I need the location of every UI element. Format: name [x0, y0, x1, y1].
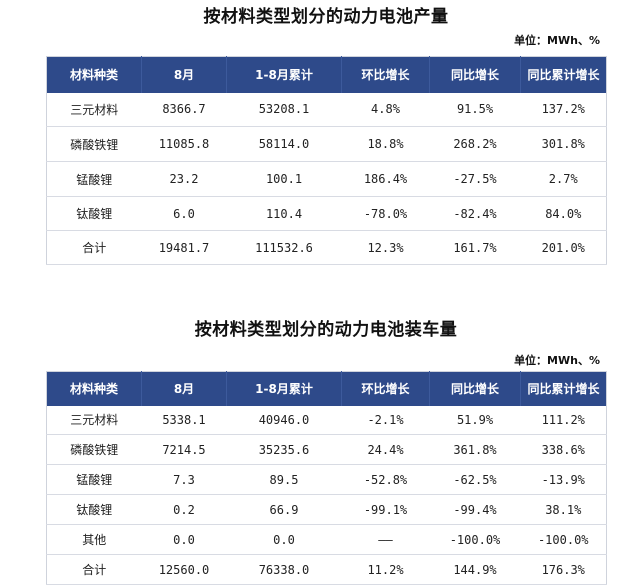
cell: 12.3%	[341, 230, 430, 265]
table-row-total: 合计 19481.7 111532.6 12.3% 161.7% 201.0%	[46, 230, 607, 265]
cell: 0.2	[141, 494, 227, 525]
header-yoy: 同比增长	[429, 56, 521, 93]
cell: ——	[341, 524, 430, 555]
cell: 7.3	[141, 464, 227, 495]
cell: -27.5%	[429, 161, 521, 197]
header-yoy-cumulative: 同比累计增长	[520, 56, 607, 93]
cell: 201.0%	[520, 230, 607, 265]
cell: 4.8%	[341, 92, 430, 127]
cell: 三元材料	[46, 405, 142, 435]
table-row: 锰酸锂 23.2 100.1 186.4% -27.5% 2.7%	[46, 161, 607, 197]
table-row: 磷酸铁锂 11085.8 58114.0 18.8% 268.2% 301.8%	[46, 126, 607, 162]
cell: 磷酸铁锂	[46, 126, 142, 162]
header-cumulative: 1-8月累计	[226, 56, 342, 93]
cell: 钛酸锂	[46, 196, 142, 231]
cell: -78.0%	[341, 196, 430, 231]
table-row: 三元材料 5338.1 40946.0 -2.1% 51.9% 111.2%	[46, 405, 607, 435]
cell: 锰酸锂	[46, 464, 142, 495]
cell: 18.8%	[341, 126, 430, 162]
cell: 186.4%	[341, 161, 430, 197]
cell: 76338.0	[226, 554, 342, 585]
cell: 89.5	[226, 464, 342, 495]
cell: 11.2%	[341, 554, 430, 585]
cell: 磷酸铁锂	[46, 434, 142, 465]
table-header-row: 材料种类 8月 1-8月累计 环比增长 同比增长 同比累计增长	[46, 56, 607, 93]
cell: -52.8%	[341, 464, 430, 495]
cell: 2.7%	[520, 161, 607, 197]
cell: 24.4%	[341, 434, 430, 465]
installation-section: 按材料类型划分的动力电池装车量 单位：MWh、% 材料种类 8月 1-8月累计 …	[46, 300, 607, 585]
header-mom: 环比增长	[341, 371, 430, 406]
cell: -62.5%	[429, 464, 521, 495]
cell: -2.1%	[341, 405, 430, 435]
cell: 301.8%	[520, 126, 607, 162]
cell: -100.0%	[429, 524, 521, 555]
table-header-row: 材料种类 8月 1-8月累计 环比增长 同比增长 同比累计增长	[46, 371, 607, 406]
header-material: 材料种类	[46, 56, 142, 93]
cell: -13.9%	[520, 464, 607, 495]
cell: 100.1	[226, 161, 342, 197]
cell: 84.0%	[520, 196, 607, 231]
table-row: 其他 0.0 0.0 —— -100.0% -100.0%	[46, 524, 607, 555]
header-august: 8月	[141, 371, 227, 406]
production-section: 按材料类型划分的动力电池产量 单位：MWh、% 材料种类 8月 1-8月累计 环…	[46, 0, 607, 270]
cell: 66.9	[226, 494, 342, 525]
cell: 38.1%	[520, 494, 607, 525]
installation-unit: 单位：MWh、%	[514, 354, 600, 367]
cell: -99.4%	[429, 494, 521, 525]
production-table: 材料种类 8月 1-8月累计 环比增长 同比增长 同比累计增长 三元材料 836…	[46, 56, 607, 265]
production-unit: 单位：MWh、%	[514, 34, 600, 47]
cell: 338.6%	[520, 434, 607, 465]
cell: 0.0	[226, 524, 342, 555]
table-row: 钛酸锂 0.2 66.9 -99.1% -99.4% 38.1%	[46, 494, 607, 525]
cell: -82.4%	[429, 196, 521, 231]
cell: 11085.8	[141, 126, 227, 162]
header-yoy: 同比增长	[429, 371, 521, 406]
cell: 40946.0	[226, 405, 342, 435]
cell: 58114.0	[226, 126, 342, 162]
cell: 锰酸锂	[46, 161, 142, 197]
cell: 其他	[46, 524, 142, 555]
cell: 5338.1	[141, 405, 227, 435]
cell: 19481.7	[141, 230, 227, 265]
cell: 23.2	[141, 161, 227, 197]
cell: 51.9%	[429, 405, 521, 435]
installation-title: 按材料类型划分的动力电池装车量	[194, 320, 458, 340]
cell: 91.5%	[429, 92, 521, 127]
cell: 35235.6	[226, 434, 342, 465]
cell: 合计	[46, 554, 142, 585]
cell: 144.9%	[429, 554, 521, 585]
cell: 12560.0	[141, 554, 227, 585]
header-august: 8月	[141, 56, 227, 93]
cell: 110.4	[226, 196, 342, 231]
cell: 111.2%	[520, 405, 607, 435]
cell: 合计	[46, 230, 142, 265]
table-row: 磷酸铁锂 7214.5 35235.6 24.4% 361.8% 338.6%	[46, 434, 607, 465]
production-title: 按材料类型划分的动力电池产量	[203, 7, 449, 27]
table-row: 三元材料 8366.7 53208.1 4.8% 91.5% 137.2%	[46, 92, 607, 127]
cell: 111532.6	[226, 230, 342, 265]
cell: 0.0	[141, 524, 227, 555]
header-cumulative: 1-8月累计	[226, 371, 342, 406]
cell: 361.8%	[429, 434, 521, 465]
cell: 137.2%	[520, 92, 607, 127]
cell: 7214.5	[141, 434, 227, 465]
table-row-total: 合计 12560.0 76338.0 11.2% 144.9% 176.3%	[46, 554, 607, 585]
table-row: 锰酸锂 7.3 89.5 -52.8% -62.5% -13.9%	[46, 464, 607, 495]
header-mom: 环比增长	[341, 56, 430, 93]
installation-table: 材料种类 8月 1-8月累计 环比增长 同比增长 同比累计增长 三元材料 533…	[46, 371, 607, 585]
cell: 161.7%	[429, 230, 521, 265]
header-yoy-cumulative: 同比累计增长	[520, 371, 607, 406]
table-row: 钛酸锂 6.0 110.4 -78.0% -82.4% 84.0%	[46, 196, 607, 231]
cell: 268.2%	[429, 126, 521, 162]
cell: 6.0	[141, 196, 227, 231]
cell: 8366.7	[141, 92, 227, 127]
cell: 钛酸锂	[46, 494, 142, 525]
cell: 三元材料	[46, 92, 142, 127]
cell: -100.0%	[520, 524, 607, 555]
header-material: 材料种类	[46, 371, 142, 406]
cell: -99.1%	[341, 494, 430, 525]
cell: 53208.1	[226, 92, 342, 127]
cell: 176.3%	[520, 554, 607, 585]
